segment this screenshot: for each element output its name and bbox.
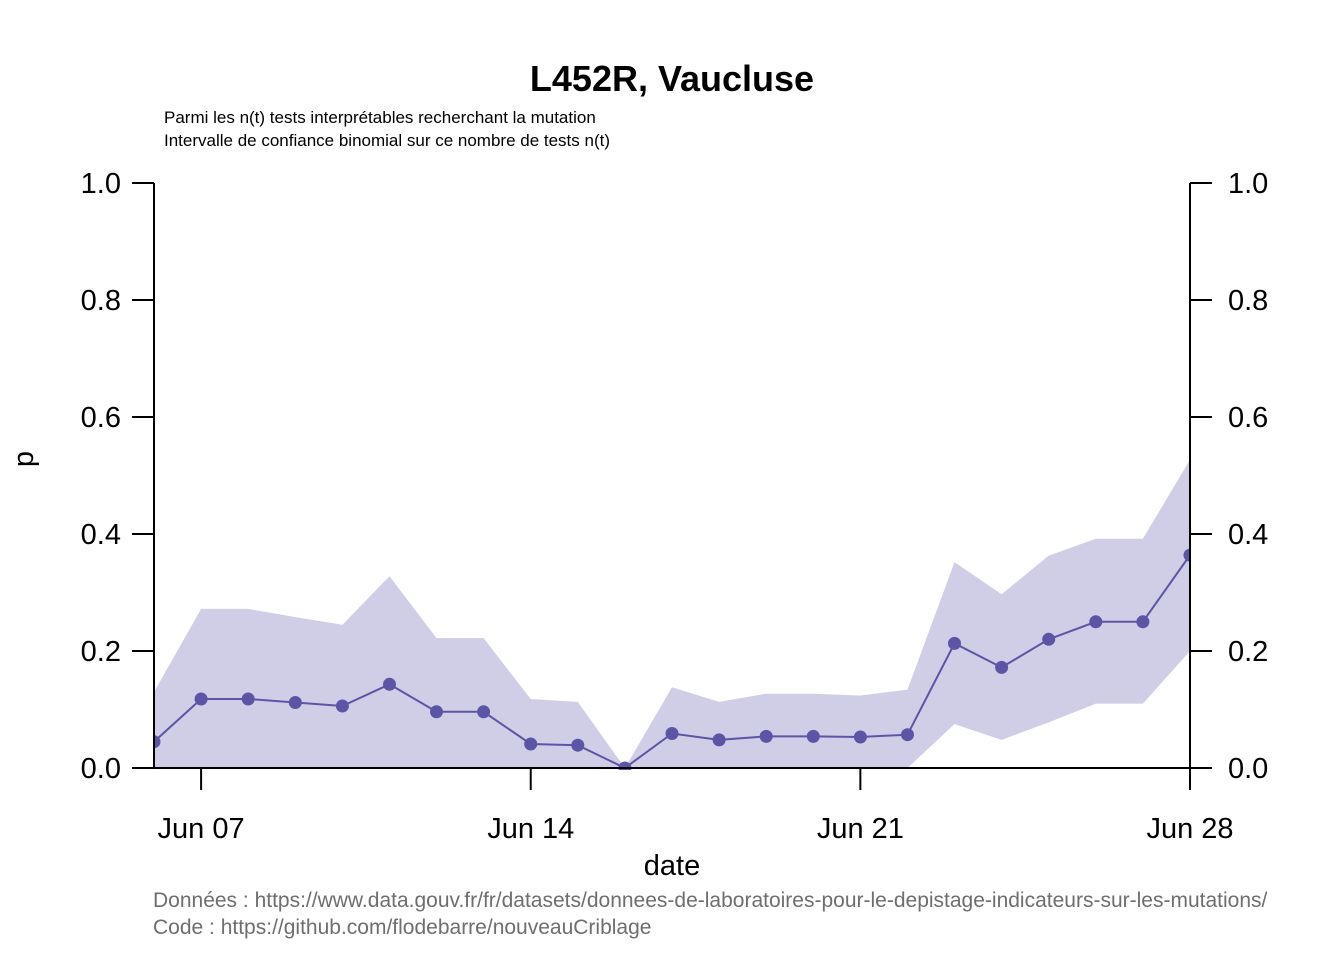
y-tick-label-right: 0.2 [1228,636,1268,668]
data-point-2021-06-07 [194,692,208,706]
data-point-2021-06-24 [995,660,1009,674]
footer-data-source: Données : https://www.data.gouv.fr/fr/da… [153,889,1267,912]
plot-area [154,459,1190,770]
data-point-2021-06-28 [1183,548,1190,562]
chart-subtitle-1: Parmi les n(t) tests interprétables rech… [164,108,596,127]
data-point-2021-06-13 [477,705,491,719]
data-point-2021-06-06 [154,735,161,749]
footer-code-source: Code : https://github.com/flodebarre/nou… [153,916,651,939]
data-point-2021-06-20 [806,729,820,743]
y-tick-label-right: 0.4 [1228,519,1268,551]
x-tick-label: Jun 28 [1146,813,1233,845]
data-point-2021-06-22 [901,728,914,742]
data-point-2021-06-12 [430,705,443,719]
data-point-2021-06-14 [524,737,538,751]
x-tick-label: Jun 21 [817,813,904,845]
y-tick-label-right: 0.6 [1228,402,1268,434]
x-tick-label: Jun 07 [158,813,245,845]
y-axis-label: p [8,451,40,467]
data-point-2021-06-25 [1042,632,1056,646]
data-point-2021-06-19 [759,729,773,743]
data-point-2021-06-26 [1089,615,1103,629]
y-tick-label-left: 0.8 [81,285,121,317]
data-point-2021-06-09 [288,696,302,709]
x-axis-label: date [644,850,700,882]
y-tick-label-left: 0.2 [81,636,121,668]
data-point-2021-06-17 [665,727,679,740]
y-tick-label-left: 0.4 [81,519,121,551]
y-tick-label-right: 0.8 [1228,285,1268,317]
data-point-2021-06-11 [383,677,396,691]
x-tick-label: Jun 14 [487,813,574,845]
chart-title: L452R, Vaucluse [530,58,814,99]
confidence-band [154,459,1190,768]
y-tick-label-left: 0.6 [81,402,121,434]
data-point-2021-06-21 [853,730,867,744]
data-point-2021-06-18 [712,733,726,747]
axes: 0.0 0.0 0.2 0.2 0.4 0.4 0.6 0.6 0.8 0.8 1.0 1.0 Jun … [81,168,1269,845]
data-point-2021-06-10 [335,699,349,713]
y-tick-label-right: 1.0 [1228,168,1268,200]
data-point-2021-06-08 [241,692,255,706]
data-point-2021-06-15 [571,738,585,752]
y-tick-label-left: 1.0 [81,168,121,200]
chart-subtitle-2: Intervalle de confiance binomial sur ce … [164,131,610,150]
y-tick-label-right: 0.0 [1228,753,1268,785]
plot-clip-group [154,459,1190,770]
data-point-2021-06-23 [948,636,961,650]
data-point-2021-06-27 [1136,615,1150,629]
y-tick-label-left: 0.0 [81,753,121,785]
